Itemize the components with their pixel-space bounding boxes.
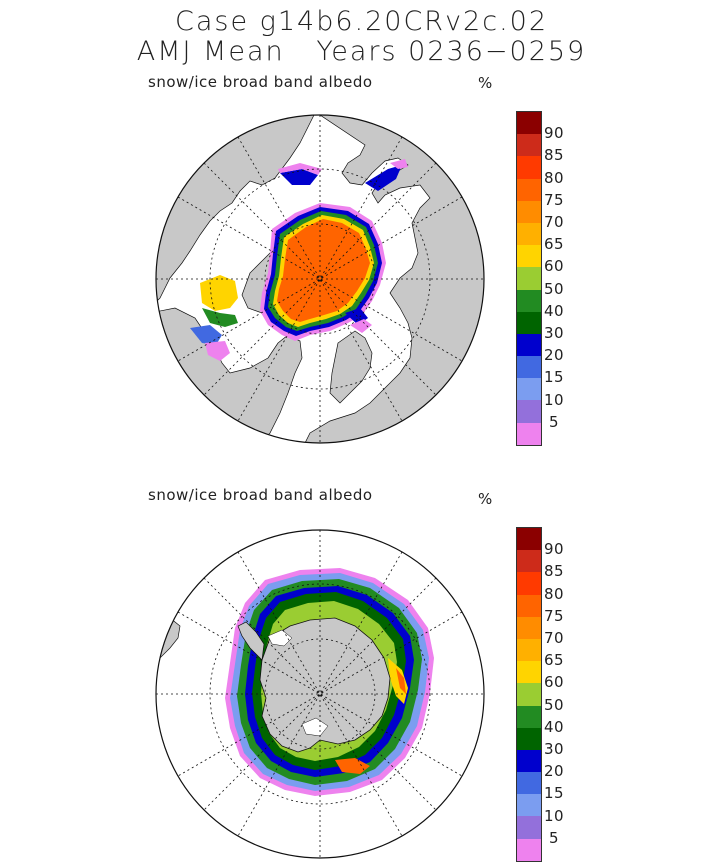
legend-label: 5 bbox=[549, 412, 560, 431]
legend-swatch bbox=[517, 528, 541, 551]
legend-swatch bbox=[517, 749, 541, 773]
legend-label: 65 bbox=[544, 235, 565, 254]
legend-swatch bbox=[517, 222, 541, 246]
legend-swatch bbox=[517, 200, 541, 223]
legend-swatch bbox=[517, 267, 541, 290]
legend-swatch bbox=[517, 378, 541, 401]
legend-swatch bbox=[517, 156, 541, 179]
north-ice-green-baffin bbox=[202, 308, 238, 327]
north-land-eurasia bbox=[299, 115, 484, 443]
south-map-border bbox=[155, 529, 485, 859]
north-unit-label: % bbox=[478, 74, 493, 92]
legend-label: 60 bbox=[544, 673, 565, 692]
legend-label: 85 bbox=[544, 146, 565, 165]
legend-label: 75 bbox=[544, 190, 565, 209]
south-color-legend bbox=[516, 527, 542, 862]
legend-swatch bbox=[517, 594, 541, 617]
legend-label: 40 bbox=[544, 717, 565, 736]
legend-label: 15 bbox=[544, 784, 565, 803]
legend-swatch bbox=[517, 661, 541, 684]
legend-swatch bbox=[517, 683, 541, 706]
legend-swatch bbox=[517, 550, 541, 573]
legend-label: 15 bbox=[544, 368, 565, 387]
legend-label: 70 bbox=[544, 629, 565, 647]
legend-swatch bbox=[517, 638, 541, 662]
legend-label: 90 bbox=[544, 540, 565, 559]
north-ice-violet-labrador bbox=[205, 341, 230, 361]
legend-swatch bbox=[517, 400, 541, 423]
north-ice-okhotsk-violet bbox=[390, 159, 408, 169]
south-ice-yellow-patch bbox=[388, 658, 408, 704]
legend-swatch bbox=[517, 772, 541, 795]
legend-swatch bbox=[517, 727, 541, 750]
legend-label: 60 bbox=[544, 257, 565, 276]
legend-label: 10 bbox=[544, 390, 565, 409]
legend-label: 30 bbox=[544, 324, 565, 342]
legend-label: 10 bbox=[544, 806, 565, 825]
north-ice-orange bbox=[277, 219, 370, 322]
legend-swatch bbox=[517, 112, 541, 135]
legend-label: 80 bbox=[544, 168, 565, 187]
legend-swatch bbox=[517, 311, 541, 334]
legend-label: 50 bbox=[544, 279, 565, 298]
legend-swatch bbox=[517, 616, 541, 639]
legend-swatch bbox=[517, 178, 541, 201]
legend-label: 30 bbox=[544, 740, 565, 758]
legend-label: 40 bbox=[544, 301, 565, 320]
south-unit-label: % bbox=[478, 490, 493, 508]
legend-swatch bbox=[517, 134, 541, 157]
legend-label: 20 bbox=[544, 762, 565, 781]
legend-swatch bbox=[517, 572, 541, 595]
legend-label: 50 bbox=[544, 695, 565, 714]
title-line-2: AMJ Mean Years 0236−0259 bbox=[136, 36, 587, 67]
south-shelf-ross bbox=[301, 717, 329, 737]
south-ice-orange-patch bbox=[396, 668, 406, 694]
north-ice-bering-violet bbox=[278, 163, 322, 175]
north-ice-barents-violet bbox=[350, 319, 372, 333]
north-map-border bbox=[155, 114, 485, 444]
legend-label: 75 bbox=[544, 606, 565, 625]
legend-swatch bbox=[517, 705, 541, 728]
north-panel-label: snow/ice broad band albedo bbox=[148, 73, 373, 91]
legend-label: 20 bbox=[544, 346, 565, 365]
south-shelf-weddell bbox=[267, 629, 293, 647]
legend-swatch bbox=[517, 422, 541, 445]
south-polar-map bbox=[155, 529, 485, 859]
north-color-legend bbox=[516, 111, 542, 446]
legend-label: 85 bbox=[544, 562, 565, 581]
legend-swatch bbox=[517, 356, 541, 379]
south-ice-orange-ross bbox=[335, 758, 370, 774]
legend-swatch bbox=[517, 794, 541, 817]
legend-swatch bbox=[517, 816, 541, 839]
north-ice-bering bbox=[280, 169, 318, 185]
north-land-scandinavia bbox=[329, 330, 373, 404]
south-panel-label: snow/ice broad band albedo bbox=[148, 486, 373, 504]
legend-label: 90 bbox=[544, 124, 565, 143]
north-polar-map bbox=[155, 114, 485, 444]
legend-label: 5 bbox=[549, 828, 560, 847]
legend-swatch bbox=[517, 333, 541, 357]
south-land-peninsula bbox=[237, 621, 265, 661]
south-land-antarctica bbox=[259, 617, 391, 753]
north-ice-yellow-baffin bbox=[200, 275, 238, 311]
legend-swatch bbox=[517, 289, 541, 312]
legend-swatch bbox=[517, 245, 541, 268]
legend-label: 65 bbox=[544, 651, 565, 670]
legend-label: 80 bbox=[544, 584, 565, 603]
title-line-1: Case g14b6.20CRv2c.02 bbox=[174, 6, 549, 37]
legend-label: 70 bbox=[544, 213, 565, 231]
legend-swatch bbox=[517, 838, 541, 861]
